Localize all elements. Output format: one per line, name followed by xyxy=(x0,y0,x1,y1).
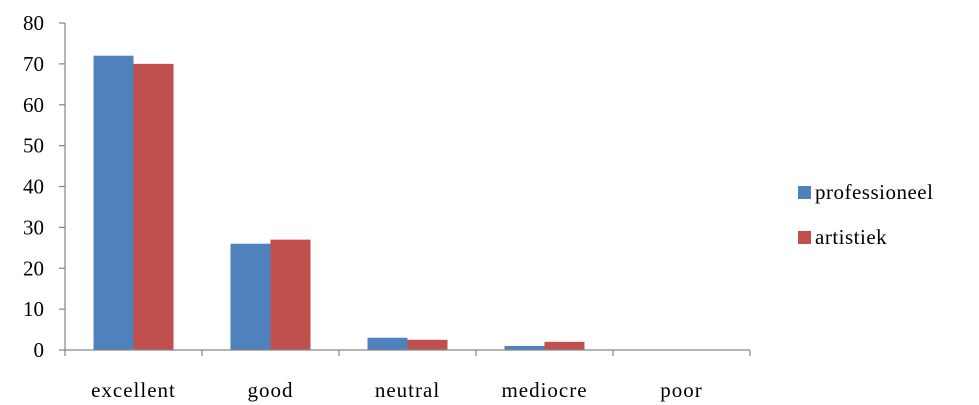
y-tick-label: 30 xyxy=(23,215,44,239)
y-tick-label: 80 xyxy=(23,11,44,35)
legend: professioneel artistiek xyxy=(798,180,933,249)
bar-professioneel-mediocre xyxy=(504,345,545,350)
legend-item-professioneel: professioneel xyxy=(798,180,933,204)
y-tick-label: 70 xyxy=(23,52,44,76)
x-tick-label: good xyxy=(248,378,294,402)
legend-swatch xyxy=(798,231,811,244)
legend-label: artistiek xyxy=(815,225,887,249)
y-tick-label: 60 xyxy=(23,93,44,117)
bar-artistiek-mediocre xyxy=(544,341,585,350)
legend-label: professioneel xyxy=(815,180,933,204)
y-tick-label: 20 xyxy=(23,256,44,280)
bar-artistiek-good xyxy=(270,239,311,350)
bar-artistiek-neutral xyxy=(407,339,448,350)
x-tick-label: mediocre xyxy=(501,378,587,402)
y-tick-label: 50 xyxy=(23,134,44,158)
y-tick-label: 40 xyxy=(23,175,44,199)
bar-artistiek-excellent xyxy=(133,63,174,350)
legend-swatch xyxy=(798,186,811,199)
y-tick-label: 10 xyxy=(23,297,44,321)
legend-item-artistiek: artistiek xyxy=(798,225,887,249)
x-tick-label: excellent xyxy=(91,378,176,402)
y-tick-label: 0 xyxy=(34,338,45,362)
x-axis: excellent good neutral mediocre poor xyxy=(64,349,751,402)
bar-professioneel-neutral xyxy=(367,337,408,350)
y-axis: 0 10 20 30 40 50 60 70 80 xyxy=(23,11,66,362)
bars xyxy=(93,55,585,350)
x-tick-label: poor xyxy=(660,378,703,402)
bar-professioneel-good xyxy=(230,243,271,350)
x-tick-label: neutral xyxy=(375,378,440,402)
bar-professioneel-excellent xyxy=(93,55,134,350)
